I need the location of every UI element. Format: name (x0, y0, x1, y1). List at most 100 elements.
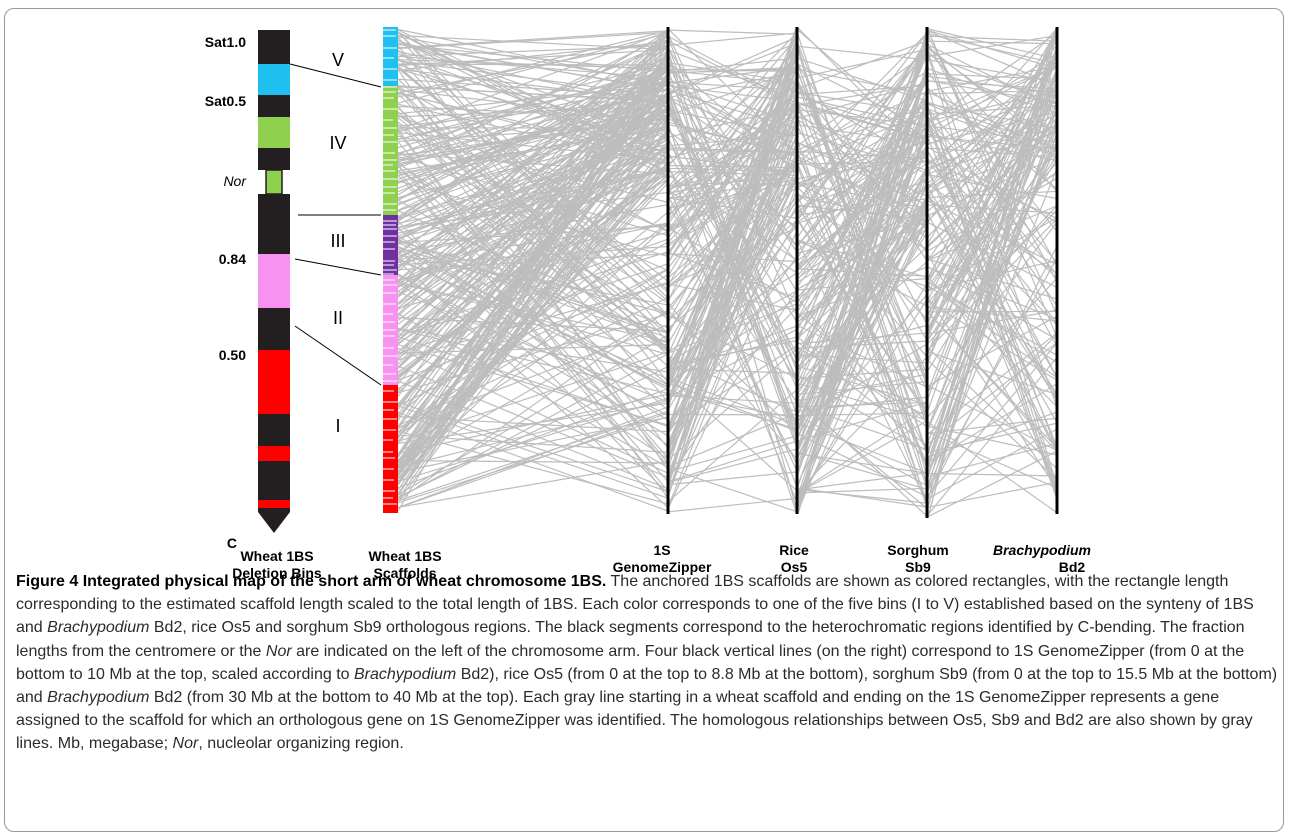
synteny-line (797, 404, 927, 450)
synteny-line (927, 193, 1057, 449)
synteny-line (667, 220, 797, 463)
synteny-line (667, 125, 797, 301)
synteny-line (797, 374, 927, 451)
synteny-line (797, 45, 927, 219)
synteny-line (927, 259, 1057, 492)
caption-body: The anchored 1BS scaffolds are shown as … (16, 573, 1277, 752)
synteny-line (667, 189, 797, 273)
synteny-line (797, 46, 927, 473)
synteny-line (797, 104, 927, 208)
heterochromatin-segment (258, 461, 290, 500)
heterochromatin-segment (258, 95, 290, 117)
caption-run: Brachypodium (47, 689, 150, 707)
synteny-line (397, 45, 668, 155)
synteny-line (927, 50, 1057, 191)
synteny-line (797, 85, 927, 96)
synteny-line (667, 47, 797, 211)
synteny-line (667, 29, 797, 35)
synteny-line (397, 223, 668, 281)
synteny-line (667, 200, 797, 411)
synteny-line (927, 111, 1057, 332)
synteny-line (667, 34, 797, 302)
synteny-line (927, 120, 1057, 169)
synteny-line (397, 247, 668, 334)
satellite-segment (258, 117, 290, 148)
synteny-line (797, 150, 927, 160)
synteny-line (397, 103, 668, 166)
synteny-line (797, 115, 927, 287)
synteny-line (397, 29, 668, 466)
synteny-line (667, 163, 797, 245)
synteny-line (397, 154, 668, 474)
synteny-line (797, 49, 927, 79)
synteny-line (667, 28, 797, 154)
synteny-line (927, 147, 1057, 158)
synteny-line (397, 416, 668, 504)
synteny-line (397, 33, 668, 282)
synteny-line (667, 232, 797, 509)
synteny-line (397, 55, 668, 201)
synteny-line (667, 149, 797, 154)
synteny-line (397, 324, 668, 429)
euchromatin-segment (258, 254, 290, 308)
caption-run: Brachypodium (353, 665, 457, 683)
synteny-line (397, 174, 668, 262)
synteny-line (927, 301, 1057, 381)
synteny-line (397, 31, 668, 50)
title-brachypodium-line1: Brachypodium (993, 542, 1091, 558)
synteny-line (797, 127, 927, 340)
euchromatin-segment (258, 446, 290, 461)
synteny-line (397, 351, 668, 443)
synteny-line (397, 406, 668, 509)
synteny-line (397, 31, 668, 131)
synteny-line (797, 412, 927, 417)
synteny-line (797, 119, 927, 213)
synteny-line (927, 133, 1057, 162)
synteny-line (927, 50, 1057, 363)
synteny-line (667, 290, 797, 363)
synteny-line (927, 163, 1057, 303)
bin-connector (294, 258, 382, 276)
synteny-line (927, 54, 1057, 105)
bin-label-iii: III (330, 231, 345, 251)
synteny-line (397, 120, 668, 500)
synteny-line (397, 105, 668, 448)
synteny-line (797, 101, 927, 140)
synteny-line (927, 472, 1057, 477)
synteny-line (927, 93, 1057, 165)
synteny-line (397, 49, 668, 290)
synteny-line (797, 124, 927, 145)
synteny-line (397, 101, 668, 309)
synteny-line (927, 91, 1057, 469)
heterochromatin-segment (258, 30, 290, 64)
synteny-line (397, 59, 668, 139)
synteny-line (667, 38, 797, 188)
synteny-line (397, 105, 668, 120)
synteny-line (797, 111, 927, 230)
synteny-line (927, 84, 1057, 260)
synteny-line (667, 79, 797, 291)
synteny-line (397, 83, 668, 240)
synteny-line (797, 108, 927, 245)
synteny-line (397, 114, 668, 232)
synteny-line (397, 51, 668, 455)
synteny-line (397, 274, 668, 455)
scaffold-bin-block (383, 215, 398, 275)
title-sorghum-line1: Sorghum (887, 542, 948, 558)
chromosome-arm-1bs (258, 30, 290, 533)
synteny-line (797, 107, 927, 496)
synteny-line (667, 143, 797, 497)
synteny-line (667, 82, 797, 239)
synteny-line (667, 187, 797, 508)
synteny-line (667, 130, 797, 228)
synteny-line (927, 351, 1057, 395)
synteny-line (397, 60, 668, 98)
synteny-line (397, 334, 668, 496)
synteny-line (927, 171, 1057, 400)
synteny-line (797, 142, 927, 206)
synteny-lines (397, 27, 1057, 518)
synteny-line (797, 63, 927, 130)
caption-run: Bd2 (from 30 Mb at the bottom to 40 Mb a… (16, 689, 1253, 753)
synteny-line (927, 39, 1057, 278)
synteny-line (797, 200, 927, 502)
